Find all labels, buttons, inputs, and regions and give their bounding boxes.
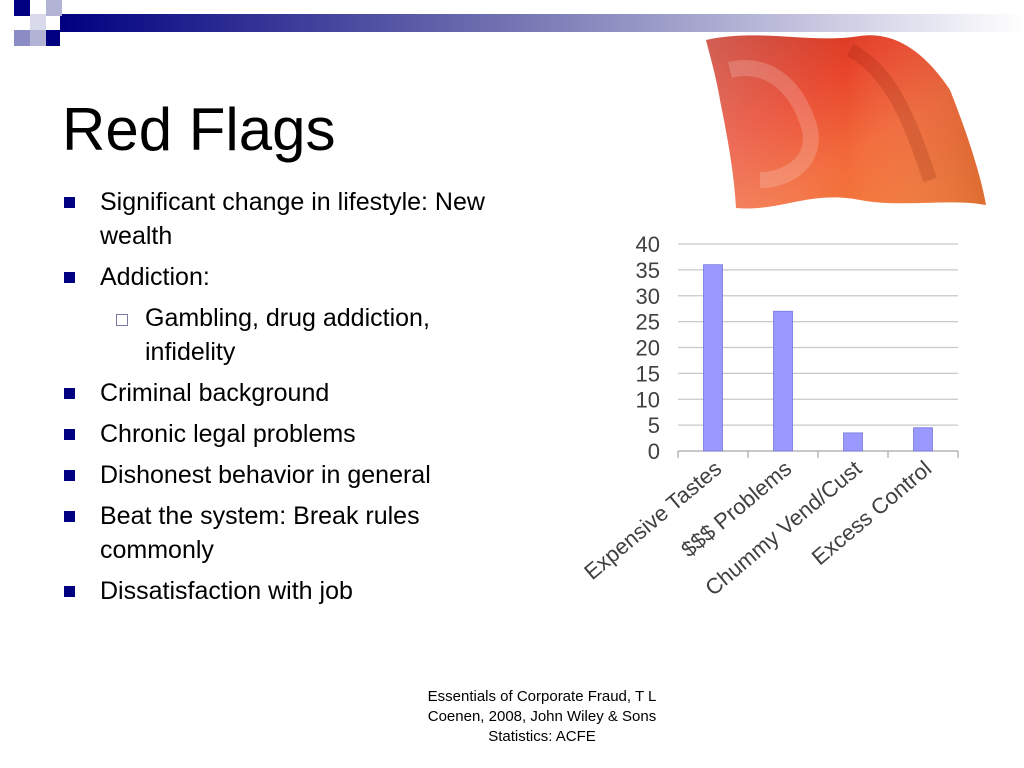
bullet-item: Dissatisfaction with job	[62, 574, 562, 608]
sub-bullet-item: Gambling, drug addiction, infidelity	[62, 301, 562, 369]
square-bullet-icon	[64, 197, 75, 208]
square-bullet-icon	[64, 429, 75, 440]
bar	[843, 432, 863, 452]
x-tick-label: Excess Control	[807, 456, 936, 570]
bar	[913, 427, 933, 452]
y-tick-label: 20	[636, 336, 660, 361]
bullet-text: Gambling, drug addiction,	[145, 304, 430, 332]
bullet-text: Dissatisfaction with job	[100, 577, 353, 605]
y-tick-label: 0	[648, 439, 660, 464]
bar	[703, 264, 723, 452]
header-decoration	[14, 0, 1024, 46]
bullet-text-continued: commonly	[100, 536, 214, 564]
square-bullet-icon	[64, 272, 75, 283]
bullet-item: Addiction:	[62, 260, 562, 294]
bar	[773, 310, 793, 452]
y-tick-label: 40	[636, 232, 660, 257]
bullet-item: Significant change in lifestyle: New wea…	[62, 185, 562, 253]
source-citation: Essentials of Corporate Fraud, T L Coene…	[400, 687, 684, 747]
bullet-text-continued: infidelity	[145, 338, 236, 366]
square-bullet-icon	[64, 470, 75, 481]
y-tick-label: 15	[636, 361, 660, 386]
bullet-text: Criminal background	[100, 379, 330, 407]
bullet-text: Significant change in lifestyle: New	[100, 188, 485, 216]
citation-line: Coenen, 2008, John Wiley & Sons	[427, 708, 657, 725]
citation-line: Essentials of Corporate Fraud, T L	[427, 688, 657, 705]
bullet-text: Beat the system: Break rules	[100, 502, 420, 530]
citation-line: Statistics: ACFE	[488, 728, 596, 745]
y-tick-label: 25	[636, 310, 660, 335]
bullet-item: Chronic legal problems	[62, 417, 562, 451]
bullet-item: Dishonest behavior in general	[62, 458, 562, 492]
bullet-text: Addiction:	[100, 263, 210, 291]
square-bullet-icon	[64, 511, 75, 522]
bullet-item: Beat the system: Break rules commonly	[62, 499, 562, 567]
slide-title: Red Flags	[62, 96, 336, 163]
bullet-text: Dishonest behavior in general	[100, 461, 431, 489]
bullet-list: Significant change in lifestyle: New wea…	[62, 185, 562, 615]
chart-bars	[703, 264, 933, 452]
y-tick-label: 10	[636, 387, 660, 412]
chart-gridlines	[677, 243, 959, 458]
y-tick-label: 35	[636, 258, 660, 283]
y-tick-label: 30	[636, 284, 660, 309]
square-bullet-icon	[64, 388, 75, 399]
bullet-text-continued: wealth	[100, 222, 173, 250]
hollow-square-bullet-icon	[116, 314, 128, 326]
square-bullet-icon	[64, 586, 75, 597]
y-tick-label: 5	[648, 413, 660, 438]
red-flag-icon	[706, 35, 986, 209]
bullet-text: Chronic legal problems	[100, 420, 356, 448]
bullet-item: Criminal background	[62, 376, 562, 410]
